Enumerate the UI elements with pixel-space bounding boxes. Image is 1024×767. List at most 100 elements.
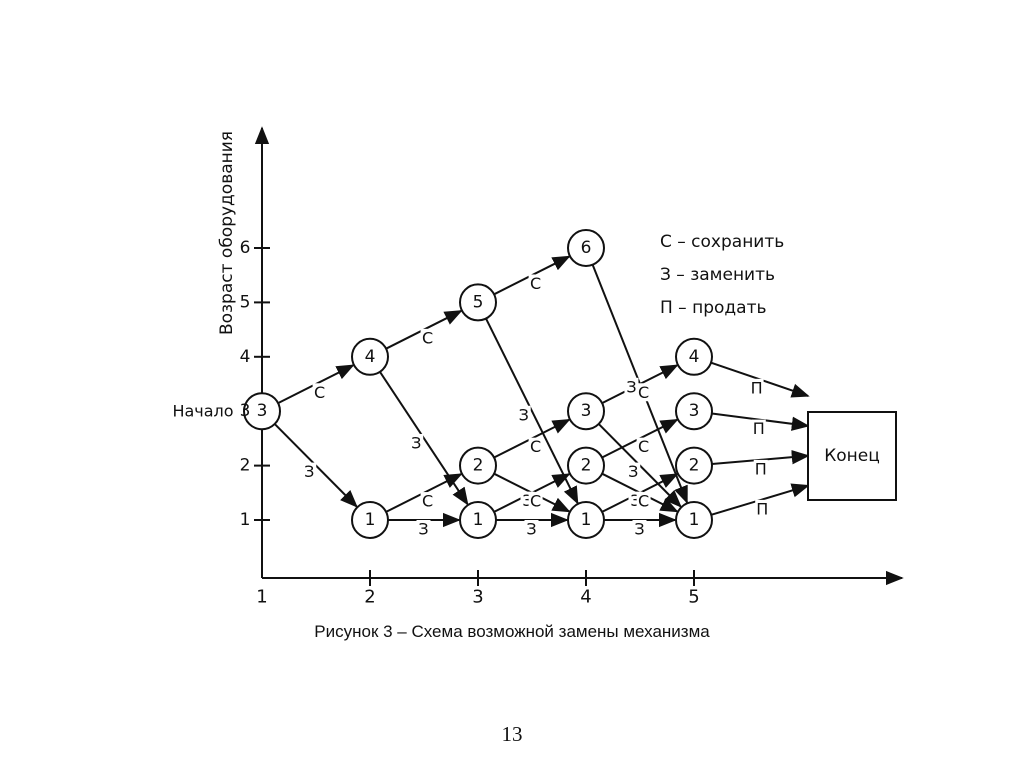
edge-label-bg: [749, 378, 764, 397]
edge-label-bg: [302, 462, 317, 481]
state-node: [675, 337, 713, 376]
edge-label: З: [626, 377, 636, 396]
state-node: [567, 229, 605, 267]
state-node: [675, 392, 713, 431]
state-node: [675, 501, 713, 539]
edge-label-bg: [624, 377, 639, 396]
edge-label: П: [751, 378, 763, 397]
state-node: [351, 337, 389, 376]
edge-label-bg: [516, 405, 531, 424]
x-tick-label: 2: [364, 587, 375, 608]
start-label: Начало: [172, 402, 233, 421]
state-node-label: 1: [581, 510, 592, 530]
x-tick-label: 3: [472, 587, 483, 608]
state-node-label: 6: [581, 238, 592, 258]
edge-label: З: [411, 433, 421, 452]
edge-label: З: [628, 462, 638, 481]
state-node-label: 3: [689, 401, 700, 421]
edge-label: С: [314, 383, 325, 402]
edge-label-bg: [409, 433, 424, 452]
edge-label: С: [422, 492, 433, 511]
state-node-label: 1: [689, 510, 700, 530]
state-node: [459, 446, 497, 485]
nodes: [243, 229, 897, 539]
edges: [273, 255, 810, 528]
edge-label-bg: [312, 383, 327, 402]
legend-item: П – продать: [660, 298, 767, 318]
state-node-label: 2: [689, 456, 700, 476]
state-node: [459, 283, 497, 322]
y-tick-label: 4: [240, 347, 251, 367]
page-number: 13: [501, 722, 523, 746]
edge-label: П: [755, 459, 767, 478]
state-node-label: 4: [365, 347, 376, 367]
state-node-label: 5: [473, 292, 484, 312]
edge-label-bg: [755, 499, 770, 518]
edge-label: С: [638, 492, 649, 511]
state-node-label: 1: [365, 510, 376, 530]
state-node-label: 4: [689, 347, 700, 367]
edge-label: П: [753, 419, 765, 438]
edge-label: З: [630, 491, 640, 510]
edge-label-bg: [528, 492, 543, 511]
edge-label-bg: [420, 328, 435, 347]
state-node-label: 3: [257, 401, 268, 421]
edge-label: С: [422, 328, 433, 347]
edge-label: С: [638, 437, 649, 456]
edge-label: С: [530, 492, 541, 511]
edge-label-bg: [636, 492, 651, 511]
edge-label-bg: [632, 520, 647, 538]
y-axis-label: Возраст оборудования: [217, 131, 237, 335]
edge-label-bg: [753, 459, 768, 478]
edge-arrow: [379, 371, 469, 506]
y-tick-label: 6: [240, 238, 251, 258]
y-tick-label: 5: [240, 292, 251, 312]
state-node-label: 3: [581, 401, 592, 421]
figure-caption: Рисунок 3 – Схема возможной замены механ…: [314, 622, 710, 641]
edge-label: С: [530, 274, 541, 293]
state-node: [243, 392, 281, 431]
edge-label-bg: [751, 419, 766, 438]
end-label: Конец: [824, 446, 880, 466]
edge-label-bg: [416, 520, 431, 538]
y-tick-label: 3: [240, 401, 251, 421]
state-node: [675, 446, 713, 485]
state-node-label: 1: [473, 510, 484, 530]
edge-label: З: [519, 405, 529, 424]
edge-label-bg: [636, 383, 651, 402]
state-node: [567, 392, 605, 431]
edge-label-bg: [528, 437, 543, 456]
state-node: [459, 501, 497, 539]
state-node-label: 2: [581, 456, 592, 476]
edge-label: З: [526, 520, 536, 539]
state-node: [567, 501, 605, 539]
state-node: [567, 446, 605, 485]
edge-label-bg: [528, 274, 543, 293]
edge-label: З: [304, 462, 314, 481]
edge-label-bg: [524, 520, 539, 538]
legend-item: С – сохранить: [660, 232, 784, 252]
axes: [254, 126, 904, 586]
x-tick-label: 4: [580, 587, 591, 608]
state-node: [351, 501, 389, 539]
edge-label-bg: [420, 492, 435, 511]
state-node-label: 2: [473, 456, 484, 476]
end-box: [807, 411, 897, 501]
legend-item: З – заменить: [660, 265, 775, 285]
x-tick-label: 1: [256, 587, 267, 608]
y-tick-label: 2: [240, 456, 251, 476]
edge-label-bg: [636, 437, 651, 456]
edge-label: П: [756, 499, 768, 518]
edge-label-bg: [626, 462, 641, 481]
x-tick-label: 5: [688, 587, 699, 608]
edge-label: З: [522, 491, 532, 510]
edge-label: С: [530, 437, 541, 456]
edge-label: З: [634, 520, 644, 539]
edge-arrow: [485, 318, 579, 505]
y-tick-label: 1: [240, 510, 251, 530]
edge-label: С: [638, 383, 649, 402]
edge-label: З: [418, 520, 428, 539]
